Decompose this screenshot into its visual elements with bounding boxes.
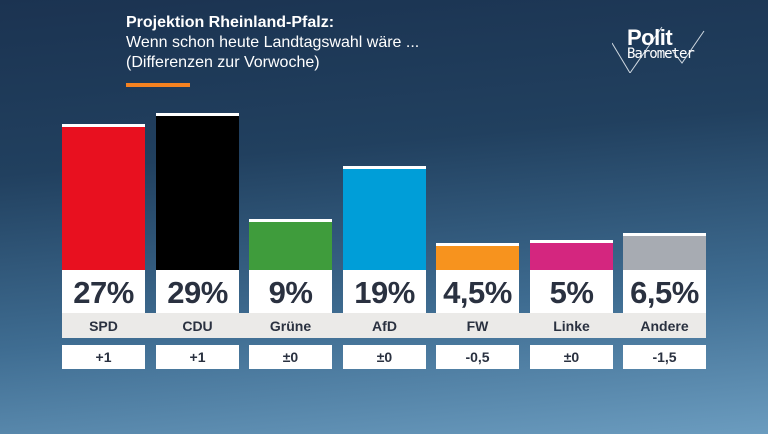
category-label: Andere	[640, 318, 689, 334]
bar-andere	[623, 233, 706, 270]
change-label: ±0	[530, 345, 613, 369]
bar-afd	[343, 166, 426, 270]
bar-fw	[436, 243, 519, 270]
change-label: -1,5	[623, 345, 706, 369]
value-label: 5%	[530, 270, 613, 313]
bar-linke	[530, 240, 613, 270]
change-label: +1	[156, 345, 239, 369]
chart-note: (Differenzen zur Vorwoche)	[126, 54, 320, 71]
chart-title: Projektion Rheinland-Pfalz:	[126, 14, 335, 31]
politbarometer-logo: Polit Barometer	[612, 25, 712, 73]
bar-spd	[62, 124, 145, 270]
change-label: ±0	[249, 345, 332, 369]
value-label: 4,5%	[436, 270, 519, 313]
category-label: AfD	[372, 318, 397, 334]
category-label: Grüne	[269, 318, 312, 334]
value-label: 9%	[249, 270, 332, 313]
value-label: 29%	[156, 270, 239, 313]
value-label: 19%	[343, 270, 426, 313]
bar-grüne	[249, 219, 332, 270]
change-label: -0,5	[436, 345, 519, 369]
accent-line	[126, 83, 190, 87]
party-name-strip	[62, 313, 706, 338]
category-label: Linke	[553, 318, 590, 334]
value-label: 6,5%	[623, 270, 706, 313]
category-label: SPD	[89, 318, 118, 334]
chart-title-block: Projektion Rheinland-Pfalz: Wenn schon h…	[126, 13, 419, 73]
checkmark-icon	[612, 26, 705, 73]
logo-line2: Barometer	[627, 46, 695, 62]
change-label: ±0	[343, 345, 426, 369]
category-label: CDU	[182, 318, 213, 334]
category-label: FW	[466, 318, 489, 334]
value-label: 27%	[62, 270, 145, 313]
change-label: +1	[62, 345, 145, 369]
bar-cdu	[156, 113, 239, 270]
logo-line1: Polit	[627, 25, 673, 50]
chart-subtitle: Wenn schon heute Landtagswahl wäre ...	[126, 34, 420, 51]
